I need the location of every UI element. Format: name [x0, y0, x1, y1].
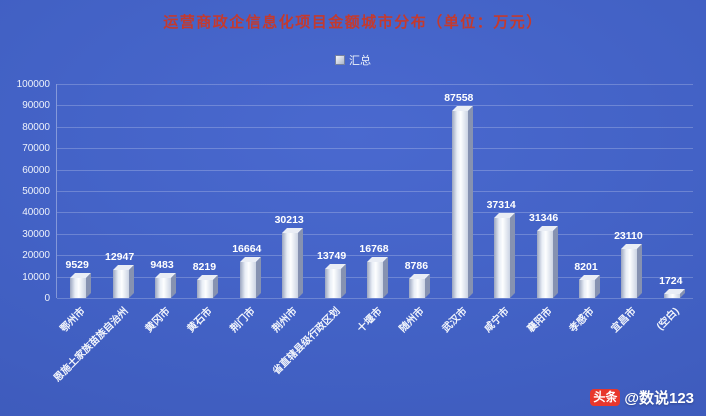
y-axis-label: 0	[44, 293, 50, 304]
gridline	[57, 84, 693, 85]
legend-marker-icon	[335, 55, 345, 65]
bar-side-face	[255, 257, 261, 298]
bar-side-face	[637, 243, 643, 298]
y-axis-label: 50000	[22, 186, 50, 197]
bar-value-label: 31346	[528, 211, 559, 224]
bar-value-label: 87558	[444, 91, 474, 104]
bar	[239, 257, 261, 298]
bar-value-label: 1724	[659, 275, 683, 288]
bar-side-face	[171, 272, 176, 298]
bar-value-label: 8219	[192, 261, 217, 274]
bar	[112, 265, 134, 298]
y-axis-label: 90000	[22, 100, 50, 112]
bar-value-label: 16664	[232, 243, 262, 256]
bar-side-face	[552, 225, 558, 298]
bar	[621, 243, 643, 298]
bar-side-face	[510, 213, 516, 298]
y-axis-label: 10000	[22, 271, 50, 283]
bar-side-face	[595, 275, 600, 298]
chart-title: 运营商政企信息化项目金额城市分布（单位：万元）	[163, 14, 543, 31]
gridline	[57, 105, 693, 107]
bar	[155, 272, 176, 298]
bar	[536, 225, 558, 298]
bar	[663, 289, 685, 298]
bar	[494, 213, 516, 298]
bar-value-label: 16768	[359, 243, 389, 256]
bar-side-face	[298, 228, 304, 298]
bar-value-label: 13749	[316, 249, 347, 262]
gridline	[57, 148, 693, 150]
gridline	[57, 126, 693, 128]
bar	[579, 275, 600, 298]
bar-side-face	[425, 274, 431, 298]
plot-area	[56, 84, 693, 299]
bar-value-label: 30213	[274, 214, 304, 227]
y-axis-label: 30000	[22, 228, 50, 240]
gridline	[57, 255, 693, 257]
bar-value-label: 8786	[404, 260, 429, 273]
bar-value-label: 37314	[486, 199, 516, 212]
bar	[282, 228, 304, 298]
bar-value-label: 8201	[574, 261, 598, 274]
toutiao-logo-icon: 头条	[590, 388, 621, 407]
bar-side-face	[213, 275, 219, 298]
legend: 汇总	[0, 52, 706, 68]
bar-value-label: 9529	[65, 258, 89, 271]
bar-side-face	[467, 105, 473, 298]
bar	[451, 105, 473, 298]
bar-side-face	[340, 263, 346, 298]
bar	[70, 272, 92, 298]
watermark-handle: @数说123	[624, 390, 694, 407]
bar	[197, 275, 219, 298]
gridline	[57, 298, 693, 299]
y-axis-label: 20000	[22, 250, 50, 262]
bar-value-label: 23110	[614, 229, 643, 242]
y-axis-label: 70000	[22, 143, 50, 155]
y-axis-label: 100000	[16, 79, 50, 90]
bar	[409, 274, 431, 298]
gridline	[57, 212, 693, 214]
watermark: 头条 @数说123	[590, 387, 694, 408]
gridline	[57, 169, 693, 171]
bar	[324, 263, 346, 298]
bar	[367, 257, 388, 298]
gridline	[57, 233, 693, 235]
y-axis-label: 40000	[22, 207, 50, 219]
bar-value-label: 9483	[150, 258, 174, 271]
bar-value-label: 12947	[104, 251, 135, 264]
bar-side-face	[86, 272, 92, 298]
gridline	[57, 191, 693, 192]
y-axis-label: 80000	[22, 121, 50, 133]
bar-side-face	[383, 257, 388, 298]
y-axis-label: 60000	[22, 164, 50, 176]
legend-label: 汇总	[349, 55, 371, 67]
bar-side-face	[128, 265, 134, 298]
